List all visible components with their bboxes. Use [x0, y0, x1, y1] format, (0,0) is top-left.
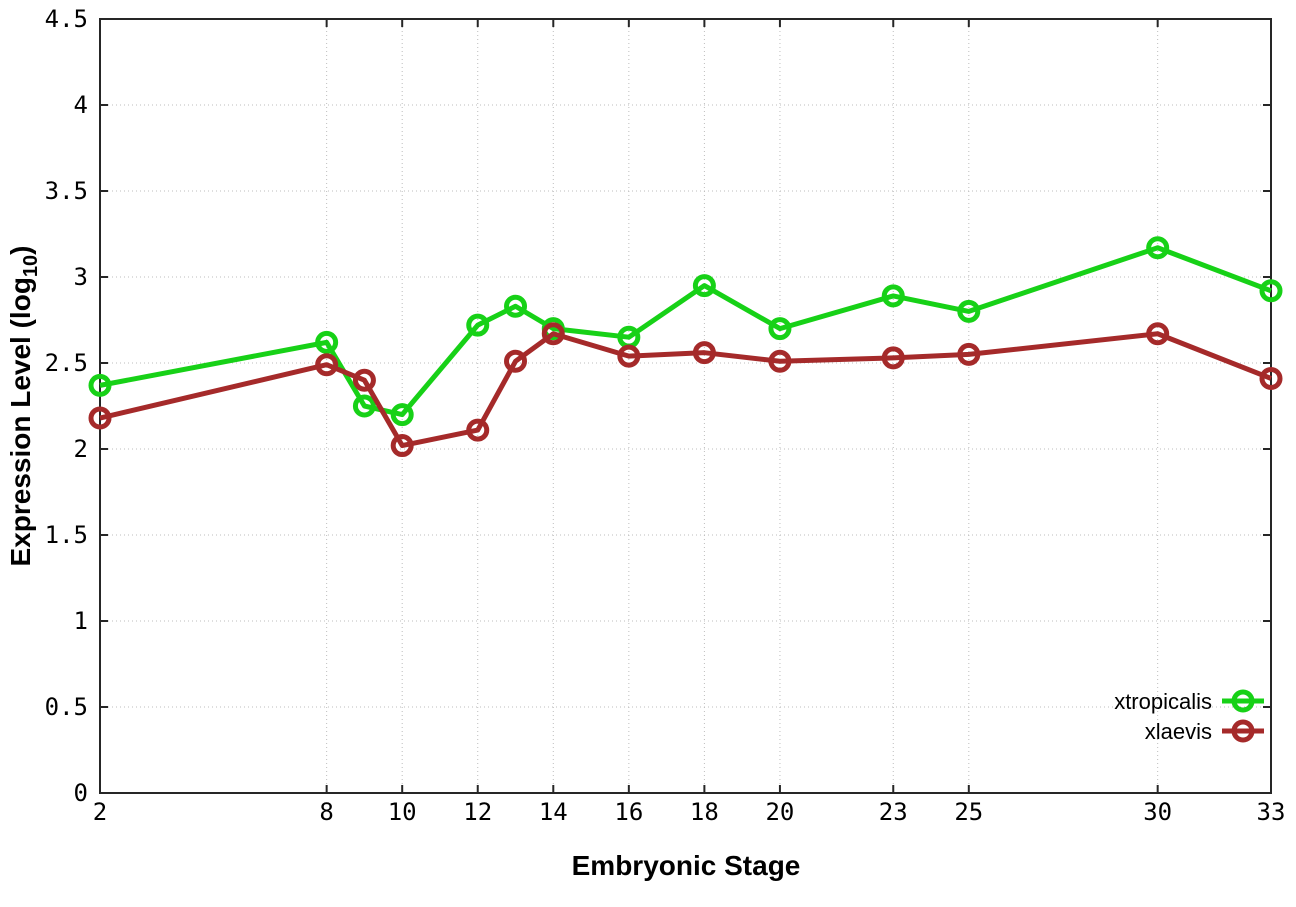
data-point-xtropicalis	[315, 330, 339, 354]
data-point-xtropicalis	[768, 317, 792, 341]
legend-marker-xlaevis	[1231, 719, 1255, 743]
legend-label-xtropicalis: xtropicalis	[1114, 689, 1212, 714]
x-tick-label: 14	[539, 798, 568, 826]
data-point-xtropicalis	[1259, 279, 1283, 303]
legend-label-xlaevis: xlaevis	[1145, 719, 1212, 744]
y-axis-title-subscript: 10	[19, 254, 42, 278]
data-point-xtropicalis	[881, 284, 905, 308]
data-point-xlaevis	[768, 349, 792, 373]
data-point-xtropicalis	[390, 403, 414, 427]
y-tick-label: 3.5	[45, 177, 88, 205]
data-point-xlaevis	[957, 342, 981, 366]
y-axis-title-main: Expression Level (log	[5, 277, 37, 567]
y-tick-label: 4	[74, 91, 88, 119]
x-tick-label: 23	[879, 798, 908, 826]
y-axis-title: Expression Level (log10)	[5, 246, 43, 567]
data-point-xlaevis	[390, 434, 414, 458]
y-tick-label: 1.5	[45, 521, 88, 549]
data-point-xlaevis	[315, 353, 339, 377]
y-tick-label: 0	[74, 779, 88, 807]
data-point-xlaevis	[541, 322, 565, 346]
x-tick-label: 33	[1257, 798, 1286, 826]
y-axis-title-end: )	[5, 245, 37, 255]
data-point-xlaevis	[88, 406, 112, 430]
data-point-xlaevis	[617, 344, 641, 368]
x-tick-label: 2	[93, 798, 107, 826]
data-point-xlaevis	[1146, 322, 1170, 346]
data-point-xlaevis	[1259, 366, 1283, 390]
y-tick-label: 2.5	[45, 349, 88, 377]
y-tick-label: 2	[74, 435, 88, 463]
data-point-xlaevis	[692, 341, 716, 365]
data-point-xtropicalis	[1146, 236, 1170, 260]
series-line-xlaevis	[99, 331, 1272, 449]
data-point-xlaevis	[881, 346, 905, 370]
y-tick-label: 3	[74, 263, 88, 291]
data-point-xtropicalis	[466, 313, 490, 337]
data-point-xtropicalis	[692, 274, 716, 298]
data-point-xlaevis	[352, 368, 376, 392]
x-tick-label: 20	[765, 798, 794, 826]
x-tick-label: 30	[1143, 798, 1172, 826]
series-line-xtropicalis	[99, 245, 1272, 418]
x-tick-label: 10	[388, 798, 417, 826]
data-point-xtropicalis	[957, 299, 981, 323]
x-tick-label: 25	[954, 798, 983, 826]
plot-border	[99, 18, 1272, 794]
x-axis-title: Embryonic Stage	[571, 850, 801, 881]
data-point-xlaevis	[466, 418, 490, 442]
x-tick-label: 12	[463, 798, 492, 826]
y-tick-label: 4.5	[45, 5, 88, 33]
y-tick-label: 1	[74, 607, 88, 635]
legend-marker-xtropicalis	[1231, 689, 1255, 713]
x-tick-label: 16	[614, 798, 643, 826]
data-point-xtropicalis	[88, 373, 112, 397]
data-point-xlaevis	[504, 349, 528, 373]
data-point-xtropicalis	[352, 394, 376, 418]
data-point-xtropicalis	[504, 294, 528, 318]
y-tick-label: 0.5	[45, 693, 88, 721]
x-tick-label: 8	[319, 798, 333, 826]
x-tick-label: 18	[690, 798, 719, 826]
